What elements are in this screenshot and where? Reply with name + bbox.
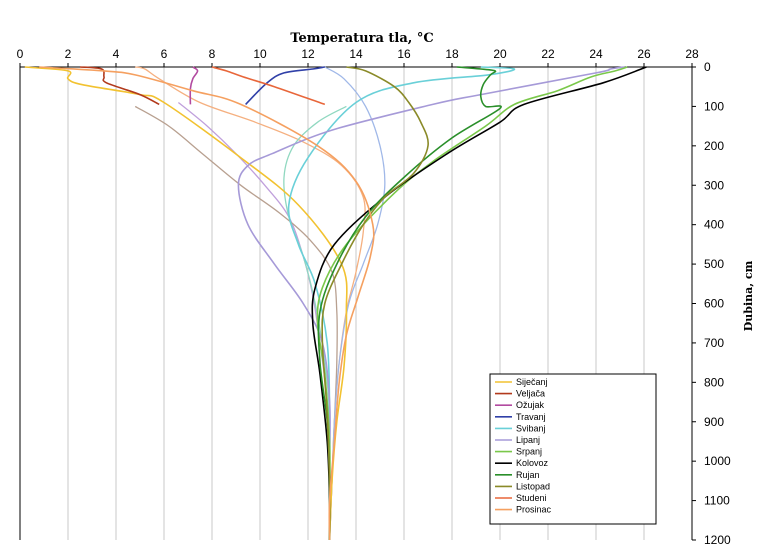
x-tick-label-13: 26 <box>637 47 651 61</box>
legend-label-2: Ožujak <box>516 400 545 410</box>
y-tick-label-6: 600 <box>704 297 724 311</box>
legend-label-7: Kolovoz <box>516 458 549 468</box>
x-tick-label-0: 0 <box>17 47 24 61</box>
series-line-11 <box>39 66 375 541</box>
y-tick-label-5: 500 <box>704 257 724 271</box>
x-tick-label-3: 6 <box>161 47 168 61</box>
y-tick-label-9: 900 <box>704 415 724 429</box>
x-tick-label-6: 12 <box>301 47 315 61</box>
extra-curve-line-4 <box>324 66 386 541</box>
x-tick-label-8: 16 <box>397 47 411 61</box>
x-tick-label-5: 10 <box>253 47 267 61</box>
legend-label-0: Siječanj <box>516 377 548 387</box>
x-tick-label-10: 20 <box>493 47 507 61</box>
x-tick-label-4: 8 <box>209 47 216 61</box>
series-line-1 <box>79 66 160 106</box>
x-tick-label-11: 22 <box>541 47 555 61</box>
y-tick-label-8: 800 <box>704 375 724 389</box>
series-line-8 <box>317 66 502 541</box>
y-tick-label-4: 400 <box>704 218 724 232</box>
y-tick-label-11: 1100 <box>704 494 730 508</box>
legend-label-3: Travanj <box>516 412 546 422</box>
x-tick-label-7: 14 <box>349 47 363 61</box>
legend-label-9: Listopad <box>516 481 550 491</box>
series-line-2 <box>189 66 199 105</box>
x-tick-label-2: 4 <box>113 47 120 61</box>
x-tick-label-1: 2 <box>65 47 72 61</box>
series-line-3 <box>245 66 325 105</box>
legend-label-1: Veljača <box>516 389 545 399</box>
y-tick-label-0: 0 <box>704 60 711 74</box>
x-tick-label-9: 18 <box>445 47 459 61</box>
y-tick-label-1: 100 <box>704 99 724 113</box>
series-line-10 <box>211 66 326 106</box>
legend-label-11: Prosinac <box>516 505 552 515</box>
y-tick-labels: 0 100 200 300 400 500 600 700 800 900 1000 1100 1200 <box>692 60 731 544</box>
series-line-6 <box>316 66 628 540</box>
legend-label-6: Srpanj <box>516 447 542 457</box>
series-line-5 <box>237 66 625 540</box>
y-tick-label-10: 1000 <box>704 454 731 468</box>
series-lines <box>24 66 647 541</box>
legend-label-4: Svibanj <box>516 423 546 433</box>
y-tick-label-3: 300 <box>704 178 724 192</box>
series-line-7 <box>311 66 647 541</box>
y-axis-label: Dubina, cm <box>742 260 755 331</box>
y-tick-label-12: 1200 <box>704 533 731 544</box>
x-tick-label-14: 28 <box>685 47 699 61</box>
legend-label-5: Lipanj <box>516 435 540 445</box>
legend-label-10: Studeni <box>516 493 547 503</box>
y-tick-label-2: 200 <box>704 139 724 153</box>
legend-label-8: Rujan <box>516 470 540 480</box>
x-tick-label-12: 24 <box>589 47 603 61</box>
x-tick-labels: 0 2 4 6 8 10 12 14 16 18 20 22 24 26 28 <box>17 47 699 67</box>
legend-box <box>489 373 657 525</box>
series-line-9 <box>321 66 429 541</box>
chart-title: Temperatura tla, °C <box>290 31 433 46</box>
y-tick-label-7: 700 <box>704 336 724 350</box>
series-line-0 <box>24 66 348 541</box>
